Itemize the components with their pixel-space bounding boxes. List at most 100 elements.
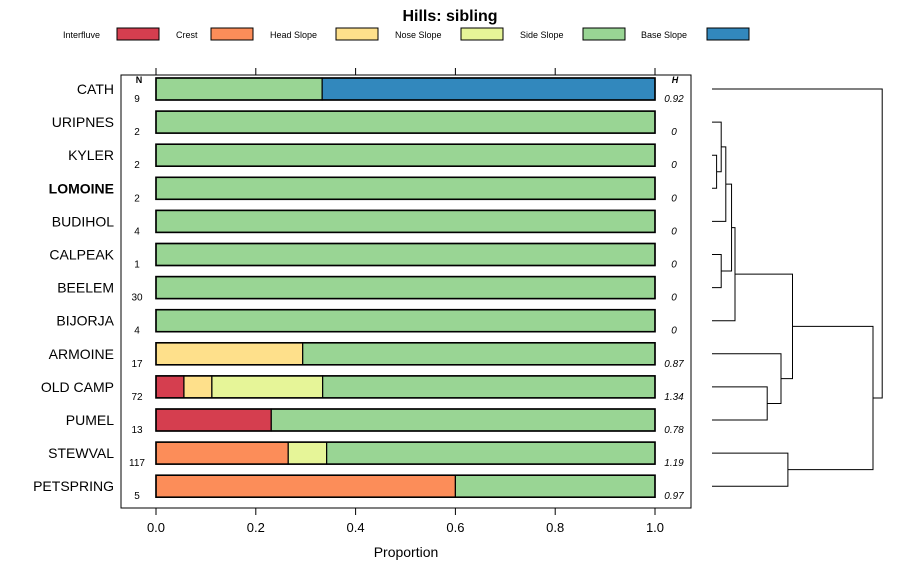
x-tick-label: 0.8 xyxy=(546,520,564,535)
x-tick-label: 0.4 xyxy=(347,520,365,535)
legend-label-head-slope: Head Slope xyxy=(270,30,317,40)
bar-outline-stewval xyxy=(155,441,656,465)
legend-swatch-side-slope xyxy=(582,27,626,41)
h-value-old-camp: 1.34 xyxy=(664,392,684,403)
bar-segment-old-camp-nose-slope xyxy=(211,375,324,399)
legend-swatch-head-slope xyxy=(335,27,379,41)
bar-segment-calpeak-side-slope xyxy=(155,242,656,267)
bar-outline-armoine xyxy=(155,341,656,366)
h-value-budihol: 0 xyxy=(671,226,677,237)
x-axis-label: Proportion xyxy=(374,544,439,560)
legend-label-base-slope: Base Slope xyxy=(641,30,687,40)
dendrogram-branch-calpeak-beelem xyxy=(712,254,722,289)
row-label-beelem: BEELEM xyxy=(57,280,114,296)
n-value-armoine: 17 xyxy=(131,359,143,370)
n-value-old-camp: 72 xyxy=(131,392,143,403)
h-value-pumel: 0.78 xyxy=(664,425,684,436)
row-label-uripnes: URIPNES xyxy=(52,114,114,130)
row-label-budihol: BUDIHOL xyxy=(52,213,114,229)
dendrogram-branch-side-slope-group xyxy=(721,183,733,272)
row-label-bijorja: BIJORJA xyxy=(56,313,114,329)
legend-swatch-nose-slope xyxy=(460,27,504,41)
bar-outline-lomoine xyxy=(155,176,656,201)
n-value-pumel: 13 xyxy=(131,425,143,436)
legend-swatch-interfluve xyxy=(116,27,160,41)
dendrogram-branch-oldcamp-pumel xyxy=(712,386,768,421)
bar-outline-kyler xyxy=(155,143,656,167)
n-value-kyler: 2 xyxy=(134,160,140,171)
bar-segment-pumel-interfluve xyxy=(155,408,272,432)
n-value-uripnes: 2 xyxy=(134,127,140,138)
chart-title: Hills: sibling xyxy=(402,8,497,25)
bar-segment-armoine-side-slope xyxy=(302,342,656,366)
bar-outline-calpeak xyxy=(155,242,656,267)
dendrogram-branch-lower-group xyxy=(787,325,874,471)
bar-outline-pumel xyxy=(155,408,656,432)
n-value-cath: 9 xyxy=(134,94,140,105)
legend-label-interfluve: Interfluve xyxy=(63,30,100,40)
bar-segment-stewval-nose-slope xyxy=(287,441,328,465)
h-value-petspring: 0.97 xyxy=(664,491,684,502)
row-label-armoine: ARMOINE xyxy=(49,346,114,362)
row-label-cath: CATH xyxy=(77,81,114,97)
row-label-pumel: PUMEL xyxy=(66,412,114,428)
bar-segment-old-camp-side-slope xyxy=(322,375,656,399)
dendrogram-branch-budihol-group xyxy=(712,146,727,222)
plot-frame xyxy=(120,74,692,509)
dendrogram-branch-armoine-group xyxy=(712,353,782,404)
h-value-lomoine: 0 xyxy=(671,193,677,204)
h-header: H xyxy=(672,75,679,85)
h-value-beelem: 0 xyxy=(671,293,677,304)
bar-segment-old-camp-interfluve xyxy=(155,375,185,399)
n-value-stewval: 117 xyxy=(129,458,145,469)
h-value-uripnes: 0 xyxy=(671,127,677,138)
dendrogram-branch-stewval-petspring xyxy=(712,452,789,487)
row-label-petspring: PETSPRING xyxy=(33,478,114,494)
n-value-budihol: 4 xyxy=(134,226,140,237)
bar-segment-budihol-side-slope xyxy=(155,209,656,233)
bar-outline-uripnes xyxy=(155,110,656,134)
bar-segment-cath-side-slope xyxy=(155,77,323,101)
bar-outline-budihol xyxy=(155,209,656,234)
h-value-calpeak: 0 xyxy=(671,260,677,271)
n-value-calpeak: 1 xyxy=(134,260,140,271)
row-labels: CATH 9 0.92 URIPNES 2 0 KYLER 2 0 LOMOINE 2 0 BUDIHO… xyxy=(33,81,684,502)
n-value-bijorja: 4 xyxy=(134,326,140,337)
bar-outline-beelem xyxy=(155,275,656,300)
bar-segment-cath-base-slope xyxy=(321,77,656,101)
bar-outline-bijorja xyxy=(155,308,656,333)
n-value-lomoine: 2 xyxy=(134,193,140,204)
bar-outline-petspring xyxy=(155,474,656,499)
x-tick-label: 1.0 xyxy=(646,520,664,535)
x-axis: 0.0 0.2 0.4 0.6 0.8 1.0 xyxy=(147,68,664,535)
row-label-kyler: KYLER xyxy=(68,147,114,163)
bar-segment-stewval-side-slope xyxy=(326,441,656,465)
legend-label-crest: Crest xyxy=(176,30,198,40)
bars-layer xyxy=(155,77,656,499)
bar-segment-uripnes-side-slope xyxy=(155,110,656,134)
bar-segment-beelem-side-slope xyxy=(155,276,656,300)
bar-segment-pumel-side-slope xyxy=(270,408,656,432)
bar-segment-petspring-side-slope xyxy=(454,474,656,498)
h-value-bijorja: 0 xyxy=(671,326,677,337)
legend: Interfluve Crest Head Slope Nose Slope Side … xyxy=(63,27,750,41)
bar-segment-petspring-crest xyxy=(155,474,456,498)
n-value-petspring: 5 xyxy=(134,491,140,502)
dendrogram xyxy=(712,88,883,487)
row-label-stewval: STEWVAL xyxy=(48,445,114,461)
row-label-old-camp: OLD CAMP xyxy=(41,379,114,395)
n-value-beelem: 30 xyxy=(131,293,143,304)
bar-segment-lomoine-side-slope xyxy=(155,176,656,200)
h-value-armoine: 0.87 xyxy=(664,359,684,370)
h-value-kyler: 0 xyxy=(671,160,677,171)
h-value-stewval: 1.19 xyxy=(664,458,684,469)
bar-segment-armoine-head-slope xyxy=(155,342,304,366)
bar-segment-old-camp-head-slope xyxy=(183,375,213,399)
bar-segment-bijorja-side-slope xyxy=(155,309,656,333)
bar-outline-old-camp xyxy=(155,375,656,399)
legend-label-side-slope: Side Slope xyxy=(520,30,564,40)
bar-segment-stewval-crest xyxy=(155,441,289,465)
legend-swatch-base-slope xyxy=(706,27,750,41)
x-tick-label: 0.2 xyxy=(247,520,265,535)
x-tick-label: 0.6 xyxy=(446,520,464,535)
